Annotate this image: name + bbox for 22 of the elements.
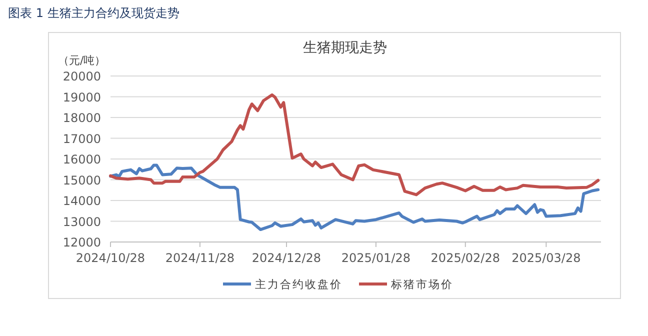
line-series [109,93,600,196]
x-tick-label: 2024/12/28 [252,251,322,265]
line-series [109,164,600,232]
legend-label: 标猪市场价 [390,278,454,291]
y-tick-label: 16000 [62,152,101,166]
text: 图表 1 生猪主力合约及现货走势 [8,6,180,20]
x-tick-label: 2025/02/28 [430,251,500,265]
y-tick-label: 12000 [62,236,101,250]
y-tick-label: 14000 [62,194,101,208]
y-tick-label: 15000 [62,173,101,188]
x-tick-label: 2025/01/28 [341,251,411,265]
chart-title: 生猪期现走势 [303,40,387,56]
y-tick-label: 17000 [62,132,101,146]
x-tick-label: 2025/03/28 [512,251,581,265]
y-tick-label: 18000 [62,111,101,125]
y-tick-label: 19000 [62,90,101,104]
y-axis-title: （元/吨） [58,54,106,67]
y-tick-label: 13000 [62,214,101,229]
x-tick-label: 2024/11/28 [165,251,235,265]
y-tick-label: 20000 [62,70,101,84]
legend-label: 主力合约收盘价 [255,278,342,291]
x-tick-label: 2024/10/28 [76,251,146,265]
